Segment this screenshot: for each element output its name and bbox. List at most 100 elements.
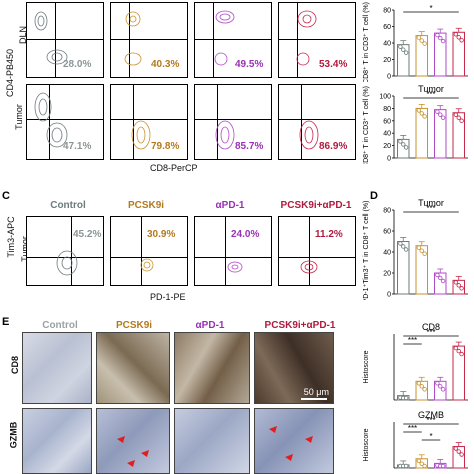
y-tick-label: 20 — [383, 271, 391, 278]
panel-letter-c: C — [2, 190, 10, 202]
y-tick-label: 80 — [383, 208, 391, 215]
sig-label: *** — [408, 336, 417, 345]
header-c-control: Control — [50, 200, 86, 211]
percent-dln-control: 28.0% — [63, 59, 92, 70]
data-point — [435, 109, 440, 114]
histo-gzmb-control — [22, 408, 92, 474]
data-point — [440, 387, 446, 392]
bar-3 — [452, 345, 465, 401]
header-c-apd1: αPD-1 — [215, 200, 245, 211]
data-point — [453, 32, 459, 37]
data-point — [438, 35, 443, 41]
y-tick-label: 80 — [383, 106, 391, 113]
row-label-e-cd8: CD8 — [10, 355, 21, 375]
facs-c-apd1: 24.0% — [194, 216, 272, 286]
histo-gzmb-combo — [254, 408, 334, 474]
data-point — [440, 463, 446, 469]
sig-label: *** — [408, 424, 417, 433]
percent-tumor-pcsk9i: 79.8% — [151, 141, 180, 152]
y-tick-label: 80 — [383, 8, 391, 15]
data-point — [459, 286, 464, 291]
contour-dln-pcsk9i — [124, 11, 142, 66]
histo-gzmb-apd1 — [174, 408, 250, 474]
percent-dln-combo: 53.4% — [319, 59, 348, 70]
gzmb-arrows-combo — [269, 426, 313, 461]
data-point — [456, 348, 461, 354]
row-label-e-gzmb: GZMB — [8, 421, 19, 449]
y-tick-label: 40 — [383, 131, 391, 138]
cd4-axis-label: CD4-PB450 — [5, 48, 15, 98]
histo-cd8-combo: 50 μm — [254, 332, 334, 404]
data-point — [416, 245, 422, 250]
histo-gzmb-pcsk9i — [96, 408, 170, 474]
contour-dln-control — [34, 11, 68, 65]
contour-tumor-control — [34, 92, 68, 148]
cd8-axis-label: CD8-PerCP — [150, 163, 198, 173]
sig-label: * — [429, 432, 432, 441]
header-c-combo: PCSK9i+αPD-1 — [280, 200, 352, 211]
y-tick-label: 0 — [387, 292, 391, 299]
sig-label: *** — [426, 90, 435, 99]
facs-c-combo: 11.2% — [278, 216, 356, 286]
data-point — [416, 108, 422, 113]
percent-c-control: 45.2% — [73, 229, 102, 240]
percent-dln-pcsk9i: 40.3% — [151, 59, 180, 70]
scale-bar — [301, 398, 327, 400]
percent-c-pcsk9i: 30.9% — [147, 229, 176, 240]
data-point — [438, 275, 443, 281]
contour-c-apd1 — [227, 261, 243, 273]
scale-bar-label: 50 μm — [303, 387, 329, 397]
data-point — [456, 35, 461, 40]
sig-label: * — [429, 4, 432, 13]
chart-ylabel: Histoscore — [363, 428, 370, 461]
facs-plot-dln-apd1: 49.5% — [194, 2, 272, 78]
bar-3 — [452, 279, 465, 295]
chart-cd8-histoscore: CD8 Histoscore *** *** — [363, 322, 468, 401]
percent-tumor-apd1: 85.7% — [235, 141, 264, 152]
histo-cd8-pcsk9i — [96, 332, 170, 404]
data-point — [419, 248, 424, 253]
data-point — [422, 41, 427, 46]
y-tick-label: 0 — [387, 156, 391, 163]
facs-plot-dln-control: 28.0% — [26, 2, 104, 78]
contour-c-combo — [300, 260, 318, 274]
chart-tumor-pd1-tim3: Tumor PD-1⁺Tim3⁺ T in CD8⁺ T cell (%) 0 20 4… — [363, 198, 468, 300]
data-point — [416, 458, 422, 463]
data-point — [398, 139, 403, 144]
facs-plot-tumor-control: 47.1% — [26, 84, 104, 160]
facs-plot-dln-pcsk9i: 40.3% — [110, 2, 188, 78]
panel-letter-e: E — [2, 316, 10, 328]
chart-tumor-cd8: Tumor CD8⁺ T in CD3⁺ T cell (%) 0 20 40 60 80 1… — [363, 84, 468, 164]
header-e-apd1: αPD-1 — [195, 320, 225, 331]
contour-c-pcsk9i — [140, 258, 154, 272]
y-tick-label: 60 — [383, 229, 391, 236]
chart-title: Tumor — [418, 84, 444, 94]
facs-c-pcsk9i: 30.9% — [110, 216, 188, 286]
data-point — [438, 112, 443, 117]
data-point — [453, 446, 459, 451]
data-point — [456, 449, 461, 454]
data-point — [456, 283, 461, 288]
percent-tumor-combo: 86.9% — [319, 141, 348, 152]
header-e-control: Control — [42, 320, 78, 331]
y-tick-label: 60 — [383, 24, 391, 31]
data-point — [419, 111, 424, 116]
facs-plot-tumor-pcsk9i: 79.8% — [110, 84, 188, 160]
chart-title: Tumor — [418, 198, 444, 208]
data-point — [435, 32, 440, 38]
data-point — [453, 345, 459, 351]
contour-dln-combo — [296, 10, 317, 66]
data-point — [422, 387, 427, 392]
data-point — [422, 251, 427, 256]
facs-c-control: 45.2% — [26, 216, 104, 286]
data-point — [419, 38, 424, 43]
data-point — [403, 145, 409, 150]
y-tick-label: 40 — [383, 41, 391, 48]
data-point — [422, 114, 427, 119]
y-tick-label: 40 — [383, 250, 391, 257]
y-tick-label: 20 — [383, 143, 391, 150]
data-point — [459, 118, 464, 123]
header-c-pcsk9i: PCSK9i — [127, 200, 165, 211]
data-point — [440, 115, 446, 120]
